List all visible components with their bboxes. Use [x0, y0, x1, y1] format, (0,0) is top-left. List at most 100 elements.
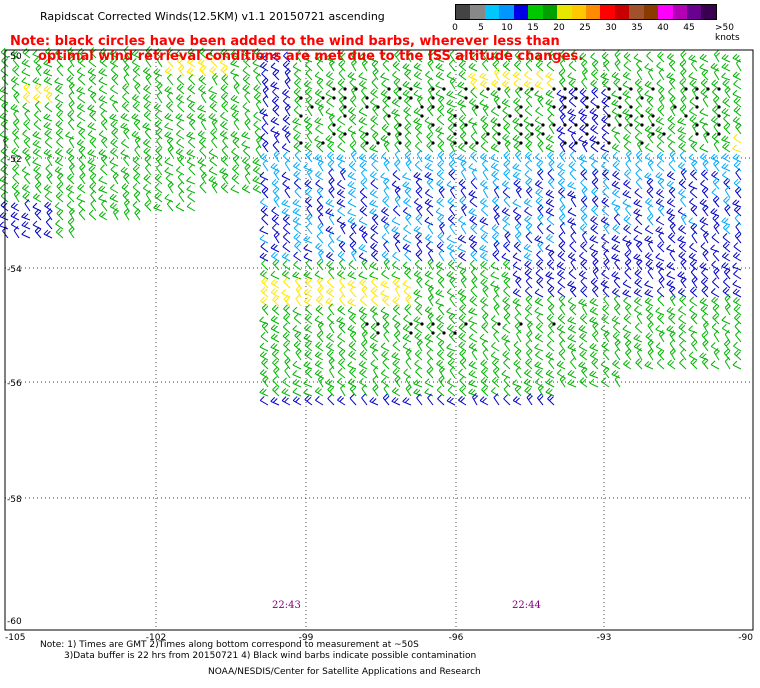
wind-barb-flag — [1, 213, 7, 218]
wind-barb — [581, 81, 588, 90]
wind-barb-flag — [32, 193, 38, 198]
wind-barb — [11, 151, 20, 158]
wind-barb-flag — [384, 297, 389, 303]
wind-barb — [32, 197, 42, 203]
wind-barb — [413, 75, 423, 81]
wind-barb — [155, 158, 163, 167]
wind-barb-flag — [449, 244, 454, 250]
wind-barb-flag — [733, 106, 739, 111]
wind-barb — [688, 58, 698, 63]
wind-barb — [260, 137, 269, 144]
wind-barb-flag — [670, 315, 675, 320]
wind-barb-flag — [190, 120, 196, 126]
wind-barb-flag — [558, 127, 564, 132]
wind-barb-flag — [244, 91, 249, 97]
wind-barb-flag — [244, 185, 249, 191]
wind-barb — [404, 100, 412, 108]
wind-barb — [199, 150, 207, 158]
wind-barb-flag — [286, 133, 291, 139]
wind-barb-flag — [457, 262, 463, 267]
wind-barb-flag — [360, 178, 366, 183]
wind-barb — [436, 273, 445, 280]
wind-barb — [380, 176, 390, 181]
wind-barb — [175, 152, 185, 158]
wind-barb-flag — [336, 316, 341, 322]
wind-barb-flag — [328, 58, 334, 64]
wind-barb — [534, 347, 544, 352]
wind-barb-flag — [361, 226, 366, 232]
wind-barb-flag — [306, 342, 312, 348]
wind-barb-flag — [559, 221, 565, 227]
wind-barb-flag — [724, 294, 730, 299]
wind-barb-flag — [591, 108, 597, 114]
wind-barb — [645, 264, 654, 271]
wind-barb-flag — [703, 320, 708, 326]
wind-barb — [613, 298, 621, 307]
wind-barb-flag — [515, 72, 520, 78]
wind-barb-flag — [21, 220, 27, 226]
wind-barb-flag — [611, 143, 617, 148]
wind-barb-flag — [623, 215, 629, 220]
wind-barb-flag — [255, 99, 261, 105]
wind-barb — [219, 171, 229, 176]
wind-barb-flag — [34, 110, 39, 116]
wind-barb-flag — [413, 117, 418, 123]
wind-barb-flag — [568, 142, 574, 147]
wind-barb — [623, 183, 632, 190]
wind-barb-flag — [626, 252, 632, 257]
wind-barb-flag — [243, 132, 249, 138]
wind-barb-flag — [274, 107, 279, 112]
wind-barb-flag — [677, 287, 683, 293]
wind-barb-flag — [45, 164, 51, 169]
wind-barb-flag — [263, 188, 269, 194]
wind-barb-flag — [45, 217, 51, 223]
wind-barb-flag — [340, 167, 345, 173]
wind-barb-flag — [57, 130, 63, 136]
wind-barb-flag — [710, 208, 716, 213]
wind-barb-flag — [462, 161, 467, 167]
wind-barb-flag — [560, 70, 566, 76]
wind-barb-flag — [546, 259, 552, 265]
wind-barb — [110, 88, 119, 95]
wind-barb-flag — [222, 131, 227, 137]
wind-barb-flag — [176, 120, 182, 125]
wind-barb-flag — [560, 189, 565, 195]
wind-barb-flag — [296, 243, 301, 249]
wind-barb-flag — [614, 258, 619, 264]
wind-barb — [722, 327, 731, 334]
wind-barb — [199, 186, 207, 194]
wind-barb-flag — [460, 104, 465, 110]
wind-barb — [154, 196, 163, 203]
wind-barb — [186, 135, 196, 140]
wind-barb-flag — [605, 224, 610, 230]
wind-barb-flag — [402, 342, 408, 348]
wind-barb-flag — [68, 226, 74, 231]
wind-barb-flag — [655, 325, 661, 330]
wind-barb — [283, 281, 291, 289]
wind-barb-flag — [523, 116, 529, 122]
wind-barb-flag — [559, 58, 565, 64]
wind-barb — [198, 79, 207, 86]
wind-barb-flag — [272, 105, 278, 110]
wind-barb-flag — [524, 286, 530, 292]
wind-barb-flag — [538, 242, 544, 248]
wind-barb-flag — [316, 276, 322, 282]
wind-barb-flag — [593, 179, 599, 185]
wind-barb — [348, 264, 357, 271]
wind-barb — [503, 290, 511, 298]
wind-barb-flag — [493, 204, 498, 210]
wind-barb-flag — [339, 252, 345, 258]
wind-barb-flag — [66, 200, 72, 206]
wind-barb-flag — [21, 67, 27, 73]
wind-barb — [67, 69, 75, 77]
wind-barb-flag — [505, 162, 510, 167]
wind-barb-flag — [154, 48, 160, 53]
wind-barb-flag — [244, 85, 250, 91]
wind-barb — [361, 262, 368, 271]
wind-barb — [67, 122, 75, 131]
wind-barb-flag — [262, 63, 268, 68]
wind-barb-flag — [681, 52, 687, 58]
wind-barb-flag — [109, 113, 114, 119]
wind-barb-flag — [69, 207, 74, 213]
wind-barb-flag — [363, 287, 368, 293]
